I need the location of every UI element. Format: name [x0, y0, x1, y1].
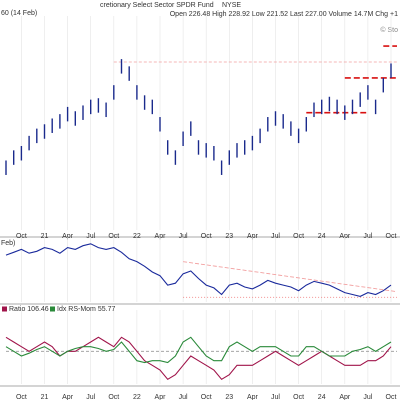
x-tick-label: Oct	[16, 394, 27, 400]
quote: Open 226.48 High 228.92 Low 221.52 Last …	[170, 11, 398, 18]
x-tick-label: Apr	[247, 394, 259, 400]
x-tick-label: Apr	[155, 394, 167, 400]
legend-swatch	[2, 306, 7, 312]
x-tick-label: Apr	[62, 394, 74, 400]
x-tick-label: Jul	[86, 394, 95, 400]
x-tick-label: 22	[133, 233, 141, 240]
x-tick-label: 22	[133, 394, 141, 400]
x-tick-label: Oct	[201, 394, 212, 400]
x-tick-label: Oct	[386, 394, 397, 400]
x-tick-label: Oct	[386, 233, 397, 240]
x-tick-label: Apr	[339, 233, 351, 240]
x-tick-label: Jul	[271, 233, 280, 240]
series-line	[5, 336, 392, 364]
x-tick-label: Oct	[16, 233, 27, 240]
x-tick-label: 21	[41, 233, 49, 240]
x-tick-label: Oct	[201, 233, 212, 240]
x-tick-label: Apr	[62, 233, 74, 240]
panel-label: 60 (14 Feb)	[1, 10, 37, 17]
x-tick-label: Apr	[155, 233, 167, 240]
x-tick-label: 24	[318, 233, 326, 240]
legend-entry: Ratio 106.46	[9, 306, 49, 313]
x-tick-label: Jul	[179, 233, 188, 240]
x-tick-label: Apr	[247, 233, 259, 240]
source: © Sto	[380, 26, 398, 34]
legend-swatch	[50, 306, 55, 312]
legend-entry: Idx RS-Mom 55.77	[57, 306, 115, 313]
x-tick-label: Oct	[293, 394, 304, 400]
x-tick-label: Apr	[339, 394, 351, 400]
x-tick-label: Jul	[363, 394, 372, 400]
x-tick-label: 24	[318, 394, 326, 400]
x-tick-label: Oct	[293, 233, 304, 240]
x-tick-label: 23	[225, 394, 233, 400]
x-tick-label: 21	[41, 394, 49, 400]
x-tick-label: Jul	[179, 394, 188, 400]
x-tick-label: Jul	[271, 394, 280, 400]
x-tick-label: Jul	[86, 233, 95, 240]
x-tick-label: Jul	[363, 233, 372, 240]
panel-label: Feb)	[1, 240, 15, 247]
x-tick-label: Oct	[108, 394, 119, 400]
x-tick-label: Oct	[108, 233, 119, 240]
x-tick-label: 23	[225, 233, 233, 240]
exchange: NYSE	[222, 2, 241, 9]
series-line	[5, 243, 392, 297]
fund-title: cretionary Select Sector SPDR Fund	[100, 2, 214, 9]
